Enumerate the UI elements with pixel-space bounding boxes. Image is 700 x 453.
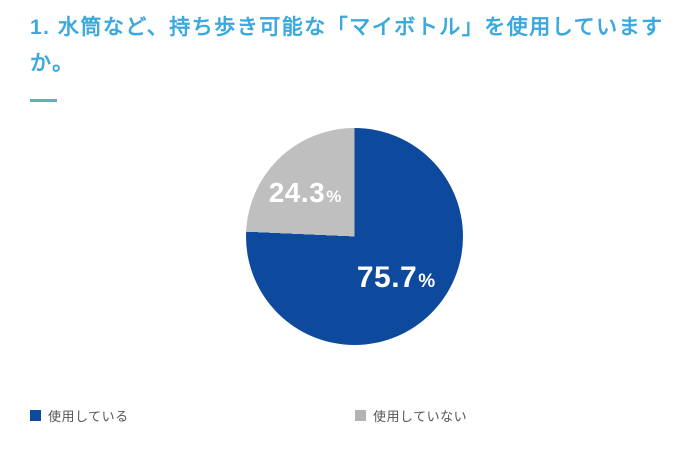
legend-item-not-using: 使用していない xyxy=(355,406,467,425)
pie-label-not-using-value: 24.3 xyxy=(268,177,326,208)
legend-item-using: 使用している xyxy=(30,406,129,425)
pie-label-using-unit: % xyxy=(418,271,436,292)
legend-swatch-using xyxy=(30,410,41,421)
legend-label-not-using: 使用していない xyxy=(373,409,468,424)
title-underline xyxy=(30,99,57,102)
pie-chart: 75.7% 24.3% xyxy=(246,128,463,345)
pie-label-using-value: 75.7 xyxy=(356,261,418,294)
page-title: 1. 水筒など、持ち歩き可能な「マイボトル」を使用していますか。 xyxy=(30,16,664,75)
pie-label-not-using-unit: % xyxy=(326,187,342,206)
legend-label-using: 使用している xyxy=(48,409,129,424)
pie-label-not-using: 24.3% xyxy=(269,179,342,207)
pie-label-using: 75.7% xyxy=(357,263,435,293)
pie-circle xyxy=(246,128,463,345)
legend-swatch-not-using xyxy=(355,410,366,421)
